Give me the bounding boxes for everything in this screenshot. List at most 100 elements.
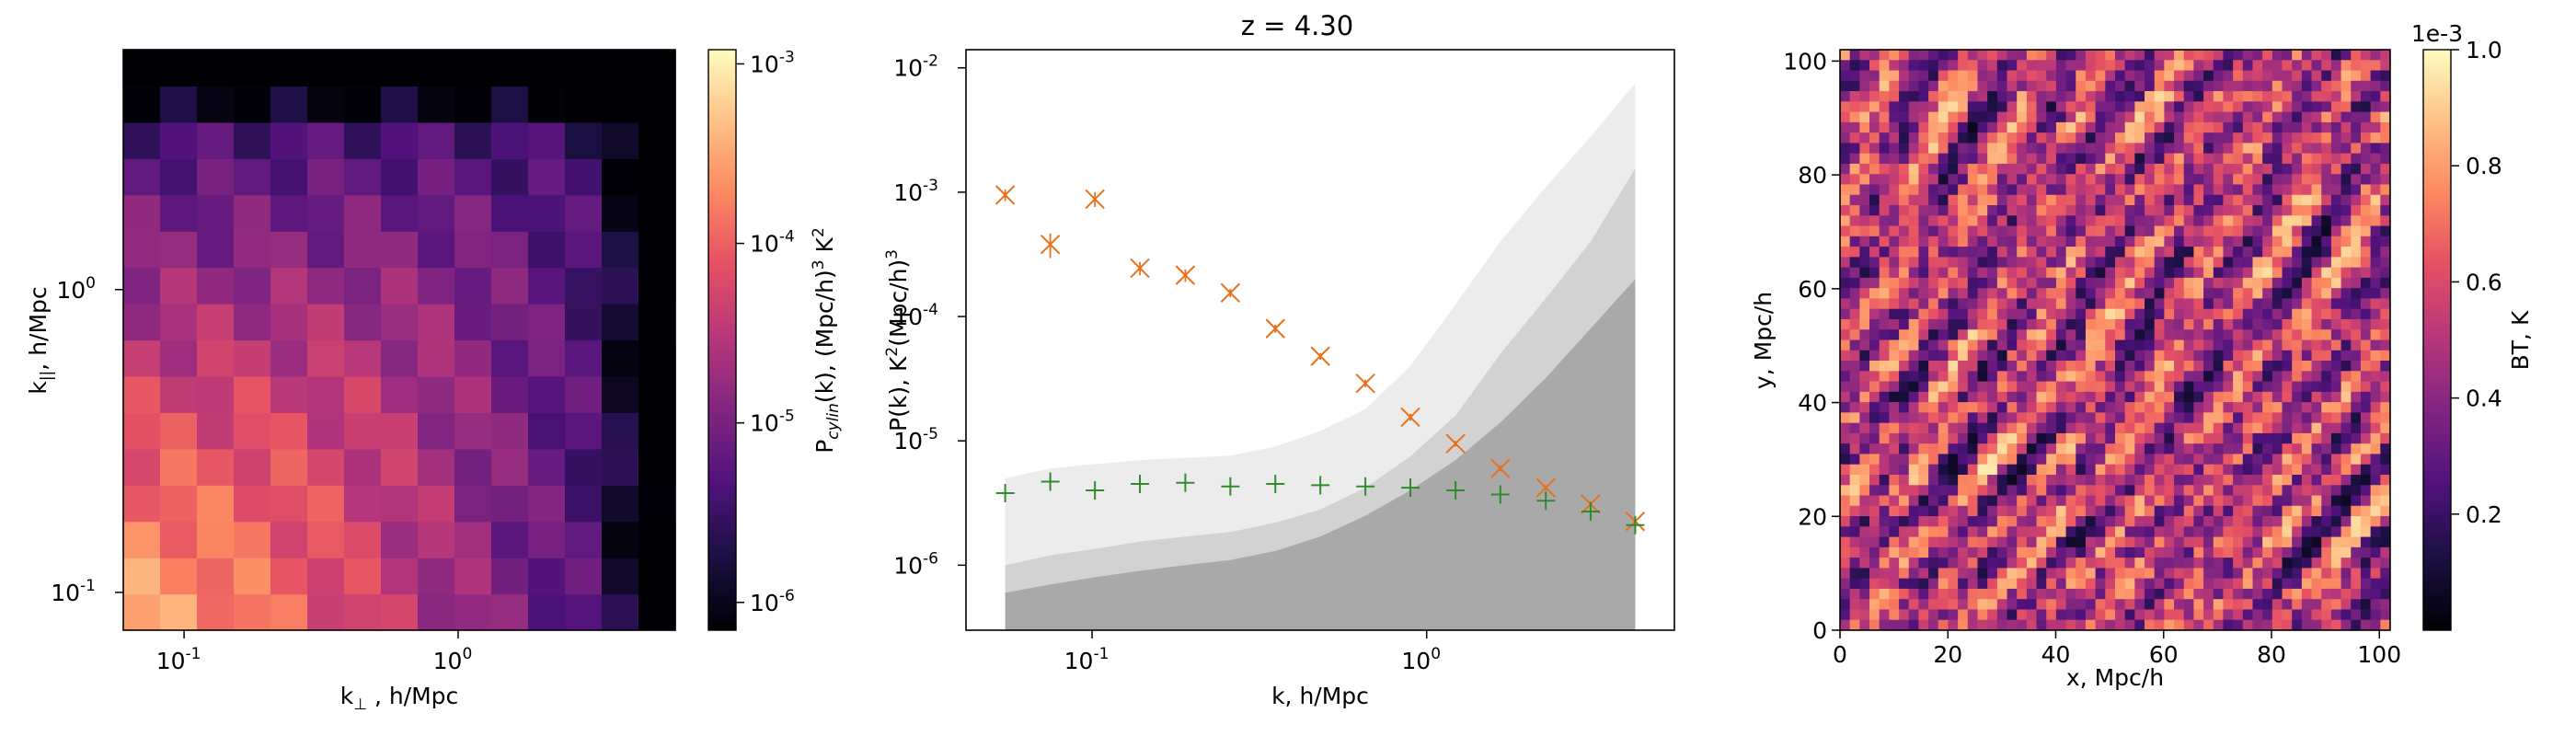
point-plus-marker (1401, 478, 1420, 498)
heatmap-cell (2145, 205, 2156, 216)
heatmap-cell (2271, 412, 2283, 424)
heatmap-cell (2085, 558, 2097, 569)
colorbar-label: Pcylin(k), (Mpc/h)3 K2 (810, 227, 843, 454)
heatmap-cell (2174, 361, 2185, 372)
heatmap-cell (2223, 558, 2234, 569)
heatmap-cell (2351, 443, 2362, 454)
heatmap-cell (1849, 464, 1860, 476)
heatmap-cell (1977, 361, 1988, 372)
heatmap-cell (2292, 526, 2303, 538)
heatmap-cell (1977, 247, 1988, 258)
heatmap-cell (1938, 339, 1949, 351)
heatmap-cell (1849, 619, 1860, 631)
heatmap-cell (1996, 422, 2008, 434)
heatmap-cell (160, 412, 198, 450)
heatmap-cell (1958, 495, 1969, 507)
heatmap-cell (2351, 474, 2362, 486)
heatmap-cell (2115, 381, 2126, 393)
heatmap-cell (2134, 578, 2145, 590)
point-plus-marker (1266, 475, 1285, 494)
heatmap-cell (307, 231, 345, 269)
heatmap-cell (2301, 70, 2313, 82)
heatmap-cell (2360, 454, 2372, 466)
heatmap-cell (2076, 50, 2087, 61)
colorbar-ticks: 10-310-410-510-6 (736, 48, 795, 616)
heatmap-cell (2301, 558, 2313, 569)
heatmap-cell (2076, 361, 2087, 372)
heatmap-cell (2242, 101, 2253, 113)
heatmap-cell (2271, 568, 2283, 580)
heatmap-cell (1899, 588, 1910, 600)
heatmap-cell (1849, 599, 1860, 610)
heatmap-cell (2164, 225, 2175, 237)
heatmap-cell (2262, 60, 2273, 72)
heatmap-cell (2330, 194, 2342, 206)
heatmap-cell (2174, 298, 2185, 310)
heatmap-cell (2017, 412, 2028, 424)
heatmap-cell (2370, 194, 2381, 206)
heatmap-cell (2321, 288, 2332, 299)
heatmap-cell (2046, 121, 2057, 133)
heatmap-cell (2154, 329, 2165, 340)
heatmap-cell (1859, 599, 1870, 610)
heatmap-cell (2055, 495, 2067, 507)
heatmap-cell (2124, 422, 2135, 434)
heatmap-cell (2330, 60, 2342, 72)
heatmap-cell (2370, 546, 2381, 558)
heatmap-cell (1987, 412, 1998, 424)
heatmap-cell (2134, 184, 2145, 196)
heatmap-cell (1869, 277, 1880, 289)
heatmap-cell (2154, 558, 2165, 569)
heatmap-cell (2242, 70, 2253, 82)
heatmap-cell (2055, 60, 2067, 72)
point-plus-marker (1131, 475, 1150, 494)
heatmap-cell (1859, 371, 1870, 383)
colorbar (707, 49, 737, 631)
heatmap-cell (2095, 257, 2106, 269)
heatmap-cell (1938, 432, 1949, 444)
heatmap-cell (2026, 578, 2038, 590)
heatmap-cell (2252, 454, 2263, 466)
colorbar-offset: 1e-3 (2411, 20, 2463, 47)
heatmap-cell (2095, 558, 2106, 569)
heatmap-cell (2330, 298, 2342, 310)
heatmap-cell (123, 339, 161, 377)
heatmap-cell (2085, 339, 2097, 351)
heatmap-cell (1928, 516, 1939, 527)
heatmap-cell (1996, 432, 2008, 444)
heatmap-cell (2055, 558, 2067, 569)
heatmap-cell (2330, 588, 2342, 600)
heatmap-cell (1899, 247, 1910, 258)
heatmap-cell (2292, 619, 2303, 631)
heatmap-cell (2242, 391, 2253, 403)
heatmap-cell (1879, 267, 1890, 279)
heatmap-cell (2095, 485, 2106, 497)
heatmap-cell (2174, 578, 2185, 590)
heatmap-cell (1987, 70, 1998, 82)
heatmap-cell (602, 485, 639, 523)
heatmap-cell (1948, 505, 1959, 517)
heatmap-cell (2262, 381, 2273, 393)
heatmap-cell (1967, 371, 1978, 383)
heatmap-cell (2203, 588, 2214, 600)
heatmap-cell (2380, 194, 2391, 206)
heatmap-cell (1958, 568, 1969, 580)
heatmap-cell (2036, 402, 2047, 413)
heatmap-cell (1869, 50, 1880, 61)
heatmap-cell (454, 50, 492, 87)
heatmap-cell (2351, 422, 2362, 434)
heatmap-cell (1869, 361, 1880, 372)
heatmap-cell (1928, 568, 1939, 580)
heatmap-cell (454, 412, 492, 450)
heatmap-cell (1889, 526, 1900, 538)
heatmap-cell (2340, 318, 2352, 330)
heatmap-cell (1889, 350, 1900, 362)
heatmap-cell (1859, 277, 1870, 289)
heatmap-cell (2154, 121, 2165, 133)
heatmap-cell (1958, 174, 1969, 185)
heatmap-cell (1938, 184, 1949, 196)
heatmap-cell (2046, 257, 2057, 269)
heatmap-cell (2007, 163, 2018, 175)
heatmap-cell (1958, 205, 1969, 216)
heatmap-cell (2292, 288, 2303, 299)
